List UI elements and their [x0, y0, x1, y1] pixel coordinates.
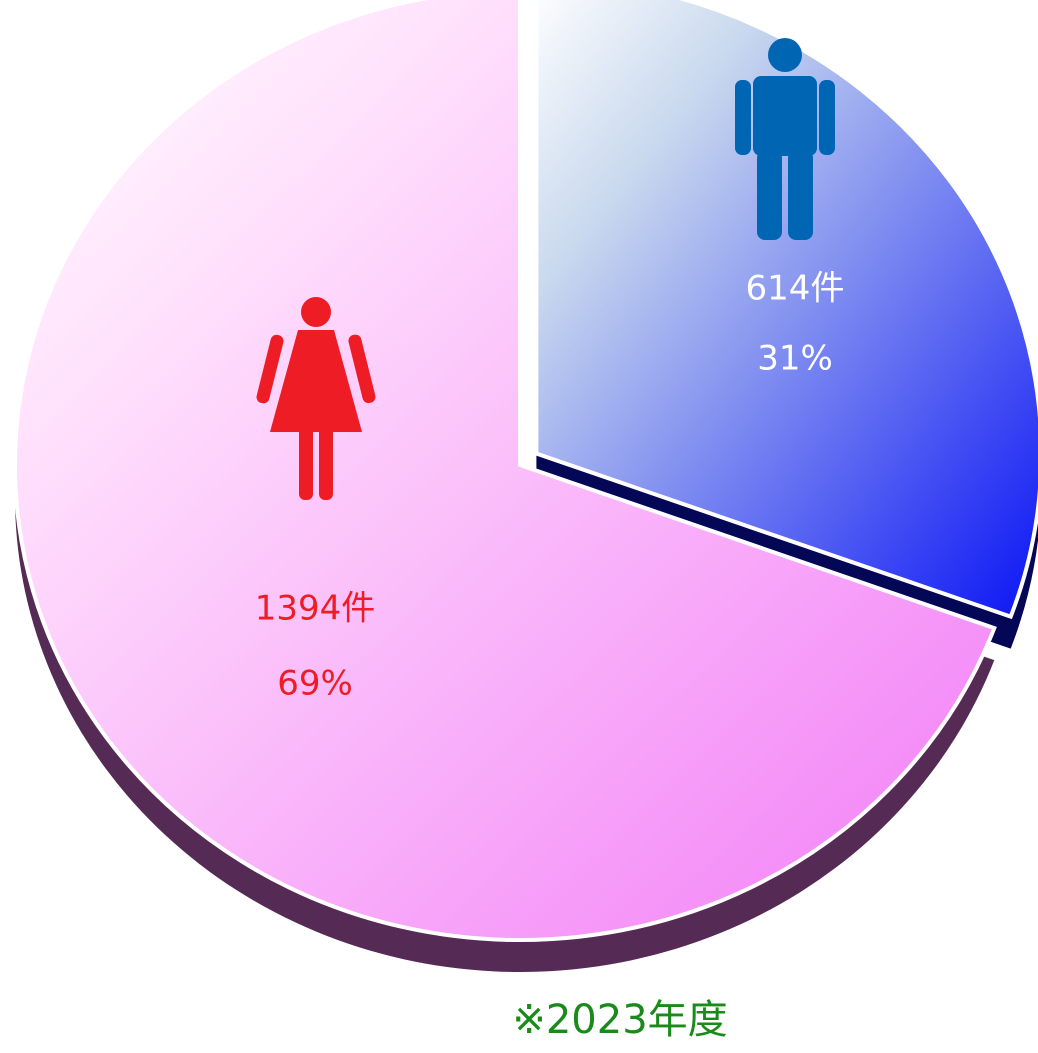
- slice: [13, 0, 997, 942]
- value-label: 1394件: [255, 589, 376, 629]
- value-label: 614件: [746, 269, 845, 309]
- percent-label: 69%: [277, 664, 353, 704]
- female-icon: [256, 297, 376, 500]
- percent-label: 31%: [757, 339, 833, 379]
- male-icon: [735, 38, 835, 240]
- slices: [13, 0, 1038, 972]
- icons: [256, 38, 835, 500]
- slice: [534, 0, 1038, 620]
- footnote: ※2023年度: [512, 997, 727, 1043]
